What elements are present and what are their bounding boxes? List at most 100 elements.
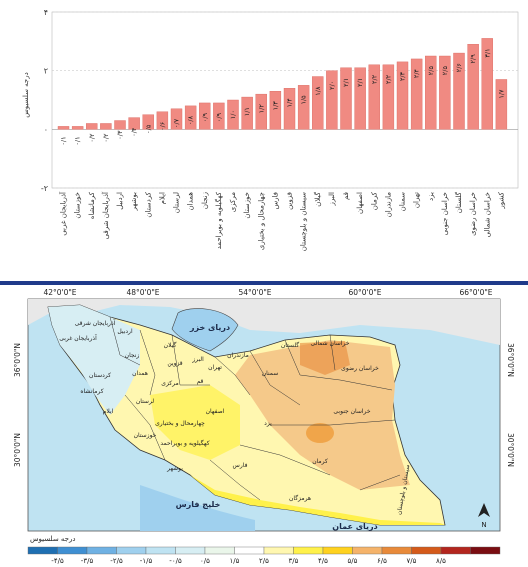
- bar: [269, 90, 282, 130]
- legend-label: ۲/۵: [259, 557, 269, 565]
- bar: [142, 114, 154, 130]
- bar-value-label: ۲/۵: [441, 66, 449, 76]
- legend-swatch: [440, 546, 471, 555]
- legend-label: -۰/۵: [169, 557, 182, 565]
- legend-swatch: [322, 546, 353, 555]
- legend-label: -۲/۵: [110, 557, 123, 565]
- bar: [199, 102, 211, 130]
- bar-value-label: ۱/۲: [257, 104, 265, 114]
- province-label: مرکزی: [161, 380, 178, 387]
- bar-value-label: ۰/۱: [60, 136, 68, 145]
- province-label: یزد: [264, 420, 272, 427]
- province-label: بوشهر: [166, 465, 183, 472]
- bar-value-label: ۲/۰: [328, 81, 336, 90]
- legend-label: ۳/۵: [289, 557, 299, 565]
- bar-value-label: ۲/۲: [384, 74, 392, 84]
- legend-label: ۴/۵: [318, 557, 328, 565]
- category-label: خراسان شمالی: [483, 192, 491, 238]
- province-label: البرز: [191, 356, 204, 363]
- province-label: سمنان: [262, 370, 279, 377]
- y-axis-title: درجه سلسیوس: [22, 72, 30, 118]
- legend-swatch: [86, 546, 117, 555]
- province-label: اردبیل: [117, 328, 133, 335]
- province-label: همدان: [132, 370, 148, 377]
- bar-value-label: ۰/۵: [144, 124, 152, 134]
- bar: [481, 38, 493, 130]
- bar-value-label: ۰/۲: [102, 133, 110, 143]
- lat-label-36-left: 36°0'0"N: [13, 343, 22, 377]
- category-label: سمنان: [399, 192, 407, 211]
- bar-value-label: ۱/۵: [300, 95, 308, 105]
- warm-zone-center: [150, 385, 240, 460]
- province-labels: آذربایجان شرقی آذربایجان غربی اردبیل زنج…: [59, 318, 411, 515]
- bar-value-label: ۲/۲: [370, 74, 378, 84]
- bar: [326, 70, 338, 130]
- bar-value-label: ۱/۸: [314, 86, 322, 96]
- bar: [382, 64, 395, 130]
- category-label: کشور: [497, 191, 505, 209]
- bar: [170, 108, 183, 130]
- bar-value-label: ۰/۹: [201, 112, 209, 122]
- persian-gulf: [140, 485, 255, 531]
- bar-value-label: ۲/۳: [399, 71, 407, 81]
- warm-zone-south: [190, 475, 445, 525]
- province-label: چهارمحال و بختیاری: [155, 420, 205, 427]
- bar-value-label: ۲/۵: [427, 66, 435, 76]
- bar: [297, 85, 310, 130]
- category-label: سیستان و بلوچستان: [300, 192, 308, 251]
- lat-label-30-left: 30°0'0"N: [13, 433, 22, 467]
- legend-swatch: [263, 546, 294, 555]
- legend-label: ۶/۵: [377, 557, 387, 565]
- province-label: فارس: [233, 462, 248, 469]
- bar: [312, 76, 324, 130]
- warm-zone-north: [300, 341, 350, 375]
- category-label: یزد: [427, 192, 435, 201]
- bar-value-label: ۱/۰: [229, 110, 237, 119]
- province-label: گیلان: [164, 341, 177, 349]
- chart-labels: -۲ ۰ ۲ ۴ ۰/۱ آذربایجان غربی ۰/۱ خوزستان ۰/۲ کرمان…: [41, 8, 506, 251]
- hot-spot-south-khorasan: [306, 423, 334, 443]
- lon-label-60: 60°0'0"E: [348, 288, 381, 297]
- bar-value-label: ۱/۱: [243, 107, 251, 116]
- bar: [86, 123, 98, 130]
- category-label: کرمانشاه: [88, 191, 96, 219]
- bar: [156, 111, 169, 130]
- legend-label: ۰/۵: [200, 557, 210, 565]
- legend-label: ۵/۵: [348, 557, 358, 565]
- bar: [255, 93, 267, 130]
- province-label: تهران: [208, 364, 222, 371]
- legend-swatch: [293, 546, 324, 555]
- legend-swatch: [175, 546, 206, 555]
- province-label: آذربایجان شرقی: [75, 318, 116, 327]
- lat-label-36-right: 36°0'0"N: [506, 343, 515, 377]
- bar-value-label: ۲/۱: [342, 78, 350, 87]
- province-label: کردستان: [89, 372, 111, 379]
- neighbor-land: [28, 299, 500, 345]
- warm-zone-east: [235, 340, 410, 490]
- color-legend: -۴/۵ -۳/۵ -۲/۵ -۱/۵ -۰/۵ ۰/۵ ۱/۵ ۲/۵ ۳/۵ ۴/۵ ۵/۵ ۶/…: [27, 546, 501, 565]
- category-label: تهران: [413, 192, 421, 208]
- bar: [227, 99, 239, 130]
- bar: [114, 120, 126, 130]
- bar-value-label: ۰/۶: [158, 122, 166, 131]
- category-label: اصفهان: [356, 192, 364, 214]
- bar-value-label: ۰/۷: [173, 118, 181, 128]
- lon-label-42: 42°0'0"E: [43, 288, 76, 297]
- bar: [410, 58, 423, 130]
- category-label: کرمان: [370, 191, 378, 210]
- category-label: مرکزی: [229, 192, 237, 213]
- bar-value-label: ۰/۸: [187, 115, 195, 125]
- y-tick-label: ۴: [44, 8, 48, 17]
- section-divider: [0, 281, 528, 285]
- bar-value-label: ۰/۱: [74, 136, 82, 145]
- legend-swatch: [27, 546, 58, 555]
- legend-label: ۱/۵: [230, 557, 240, 565]
- y-tick-label: ۲: [44, 67, 48, 76]
- category-label: خوزستان: [243, 192, 251, 219]
- category-label: گیلان: [313, 191, 322, 206]
- bar-value-label: ۱/۴: [286, 98, 294, 108]
- bar: [128, 117, 140, 130]
- legend-label: -۱/۵: [140, 557, 153, 565]
- bar: [354, 67, 366, 130]
- bar: [241, 96, 253, 130]
